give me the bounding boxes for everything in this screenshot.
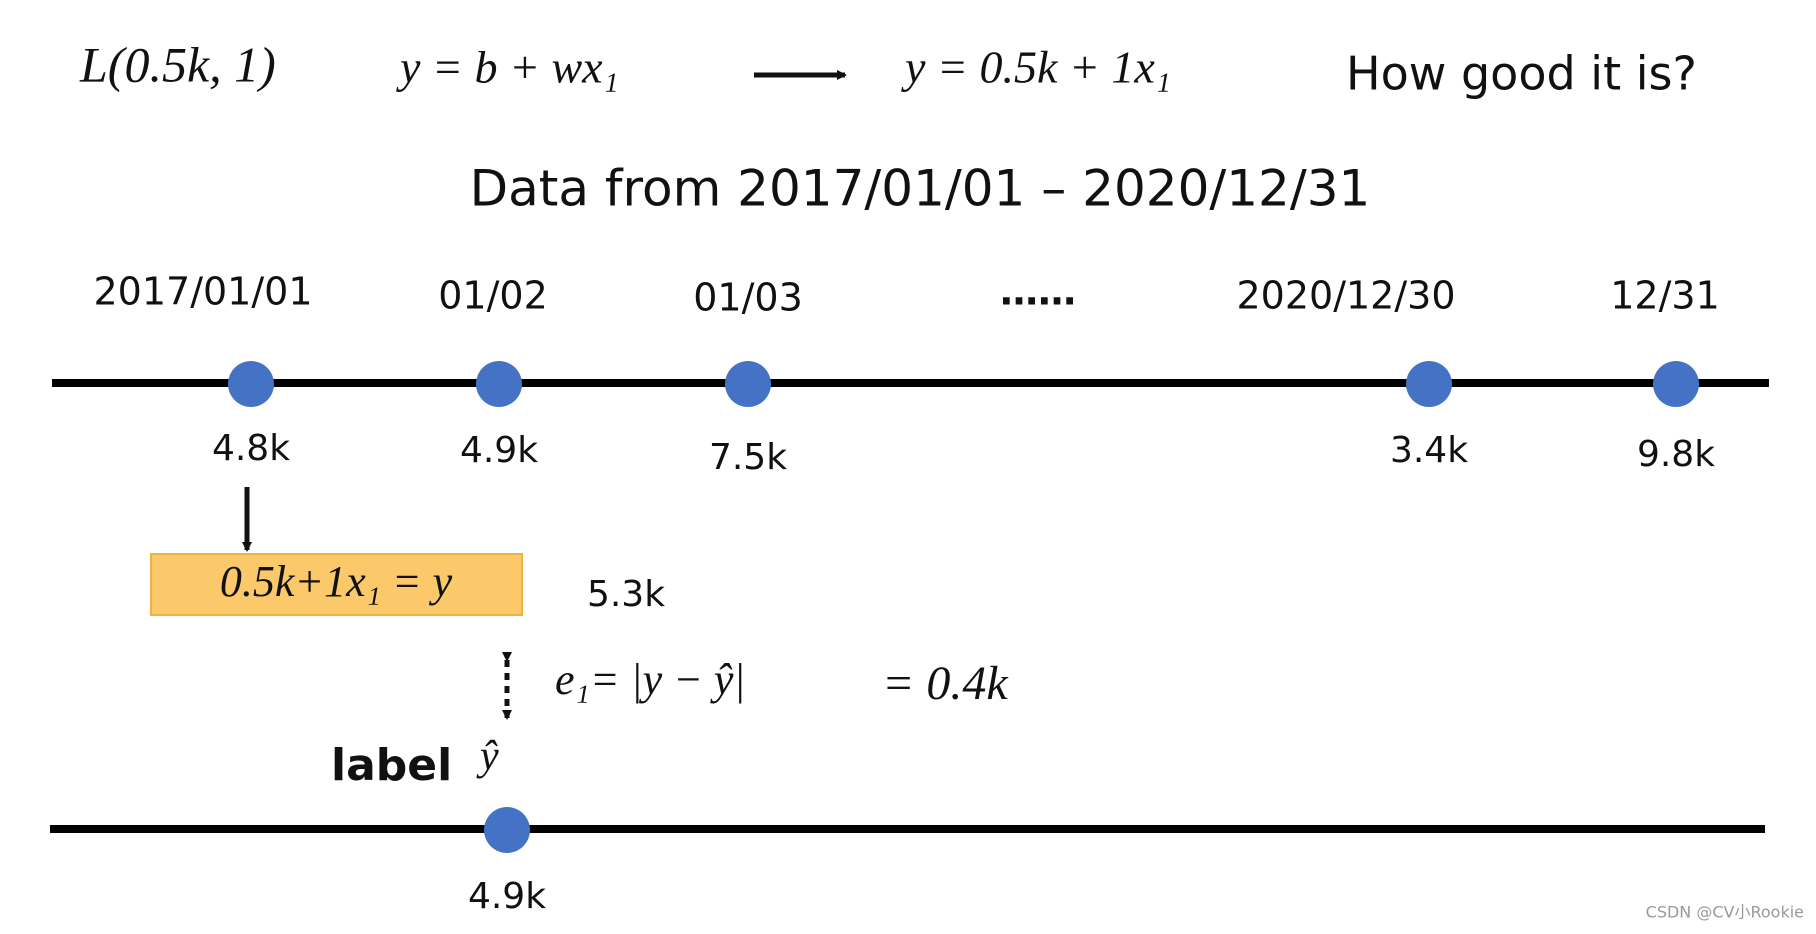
data-dot: [1406, 361, 1452, 407]
value-label: 7.5k: [709, 437, 787, 478]
date-label: 12/31: [1610, 274, 1720, 318]
value-label: 4.8k: [212, 428, 290, 469]
watermark: CSDN @CV小Rookie: [1646, 903, 1804, 922]
label-text: label: [331, 740, 452, 791]
data-dot: [476, 361, 522, 407]
error-result: = 0.4k: [882, 657, 1009, 710]
date-label: ……: [1000, 270, 1076, 314]
label-value: 4.9k: [468, 876, 546, 917]
label-dot: [484, 807, 530, 853]
value-label: 3.4k: [1390, 430, 1468, 471]
label-symbol: ŷ: [476, 734, 499, 780]
error-formula: e₁= |y − ŷ|: [555, 655, 745, 704]
question: How good it is?: [1346, 47, 1697, 101]
data-dot: [725, 361, 771, 407]
value-label: 4.9k: [460, 430, 538, 471]
value-label: 9.8k: [1637, 434, 1715, 475]
subtitle: Data from 2017/01/01 – 2020/12/31: [470, 160, 1371, 218]
prediction-formula: 0.5k+1x₁ = y: [220, 557, 453, 606]
date-label: 2017/01/01: [93, 270, 312, 314]
date-label: 01/02: [438, 274, 548, 318]
data-dot: [1653, 361, 1699, 407]
prediction-box: [150, 553, 523, 616]
data-dot: [228, 361, 274, 407]
model-filled: y = 0.5k + 1x₁: [901, 42, 1171, 93]
loss: L(0.5k, 1): [79, 36, 276, 92]
prediction-value: 5.3k: [587, 574, 665, 615]
date-label: 01/03: [693, 276, 803, 320]
model: y = b + wx₁: [396, 42, 619, 93]
date-label: 2020/12/30: [1236, 274, 1455, 318]
